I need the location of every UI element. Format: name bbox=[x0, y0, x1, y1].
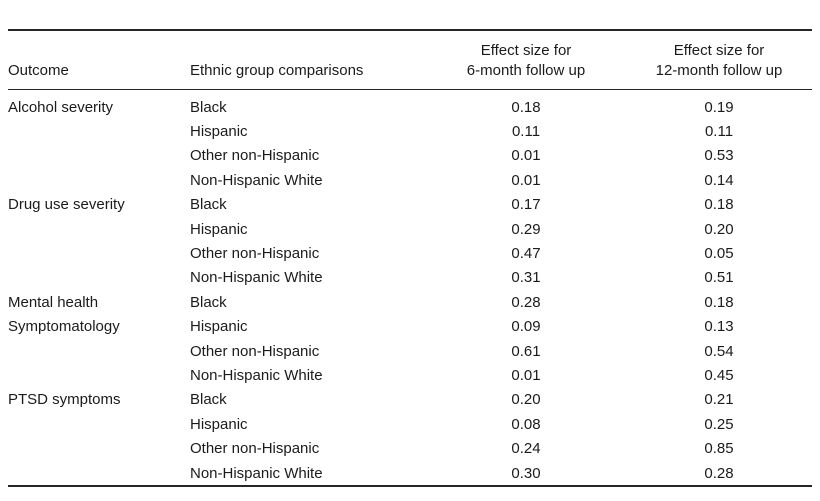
cell-outcome bbox=[8, 266, 190, 290]
cell-effect-12mo: 0.54 bbox=[704, 342, 734, 360]
table-row: Alcohol severity Black 0.18 0.19 bbox=[8, 90, 812, 120]
cell-outcome bbox=[8, 144, 190, 168]
cell-ethnic-group: Non-Hispanic White bbox=[190, 171, 323, 189]
cell-effect-12mo: 0.14 bbox=[704, 171, 734, 189]
cell-ethnic-group: Other non-Hispanic bbox=[190, 147, 320, 165]
cell-outcome bbox=[8, 168, 190, 192]
cell-outcome bbox=[8, 436, 190, 460]
table-header: Outcome Ethnic group comparisons Effect … bbox=[8, 30, 812, 90]
cell-outcome bbox=[8, 119, 190, 143]
cell-effect-6mo: 0.09 bbox=[511, 318, 541, 336]
table-row: Hispanic 0.11 0.11 bbox=[8, 119, 812, 143]
table-row: Other non-Hispanic 0.01 0.53 bbox=[8, 144, 812, 168]
cell-effect-6mo: 0.47 bbox=[511, 245, 541, 263]
effect-size-table: Outcome Ethnic group comparisons Effect … bbox=[8, 29, 812, 488]
cell-effect-12mo: 0.85 bbox=[704, 440, 734, 458]
table-row: PTSD symptoms Black 0.20 0.21 bbox=[8, 388, 812, 412]
col-header-ethnic-group: Ethnic group comparisons bbox=[190, 30, 426, 90]
cell-outcome: Symptomatology bbox=[8, 318, 120, 336]
cell-outcome: Alcohol severity bbox=[8, 98, 114, 116]
cell-ethnic-group: Black bbox=[190, 196, 227, 214]
cell-effect-12mo: 0.18 bbox=[704, 293, 734, 311]
table-row: Other non-Hispanic 0.24 0.85 bbox=[8, 436, 812, 460]
cell-outcome bbox=[8, 217, 190, 241]
cell-effect-6mo: 0.08 bbox=[511, 415, 541, 433]
cell-effect-12mo: 0.51 bbox=[704, 269, 734, 287]
cell-effect-12mo: 0.19 bbox=[704, 98, 734, 116]
cell-effect-6mo: 0.28 bbox=[511, 293, 541, 311]
cell-outcome bbox=[8, 461, 190, 486]
cell-outcome: PTSD symptoms bbox=[8, 391, 121, 409]
cell-effect-6mo: 0.01 bbox=[511, 171, 541, 189]
table-row: Non-Hispanic White 0.31 0.51 bbox=[8, 266, 812, 290]
header-row: Outcome Ethnic group comparisons Effect … bbox=[8, 30, 812, 90]
cell-effect-6mo: 0.01 bbox=[511, 147, 541, 165]
col-header-outcome: Outcome bbox=[8, 30, 190, 90]
cell-ethnic-group: Hispanic bbox=[190, 123, 248, 141]
cell-ethnic-group: Non-Hispanic White bbox=[190, 366, 323, 384]
cell-effect-12mo: 0.28 bbox=[704, 464, 734, 482]
table-row: Other non-Hispanic 0.61 0.54 bbox=[8, 339, 812, 363]
cell-effect-12mo: 0.18 bbox=[704, 196, 734, 214]
cell-outcome bbox=[8, 241, 190, 265]
cell-effect-12mo: 0.21 bbox=[704, 391, 734, 409]
cell-effect-6mo: 0.17 bbox=[511, 196, 541, 214]
table-row: Hispanic 0.08 0.25 bbox=[8, 412, 812, 436]
table-body: Alcohol severity Black 0.18 0.19 Hispani… bbox=[8, 90, 812, 487]
cell-effect-12mo: 0.53 bbox=[704, 147, 734, 165]
cell-outcome bbox=[8, 339, 190, 363]
cell-ethnic-group: Hispanic bbox=[190, 415, 248, 433]
cell-effect-12mo: 0.25 bbox=[704, 415, 734, 433]
cell-effect-6mo: 0.18 bbox=[511, 98, 541, 116]
cell-effect-6mo: 0.29 bbox=[511, 220, 541, 238]
cell-effect-6mo: 0.20 bbox=[511, 391, 541, 409]
cell-outcome bbox=[8, 363, 190, 387]
table-row: Non-Hispanic White 0.01 0.14 bbox=[8, 168, 812, 192]
table-row: Symptomatology Hispanic 0.09 0.13 bbox=[8, 315, 812, 339]
table-row: Non-Hispanic White 0.30 0.28 bbox=[8, 461, 812, 486]
table-row: Hispanic 0.29 0.20 bbox=[8, 217, 812, 241]
table-row: Non-Hispanic White 0.01 0.45 bbox=[8, 363, 812, 387]
table-row: Drug use severity Black 0.17 0.18 bbox=[8, 193, 812, 217]
cell-effect-6mo: 0.30 bbox=[511, 464, 541, 482]
col-header-effect-12mo: Effect size for 12-month follow up bbox=[626, 30, 812, 90]
cell-ethnic-group: Hispanic bbox=[190, 318, 248, 336]
cell-effect-6mo: 0.11 bbox=[511, 123, 541, 141]
cell-outcome: Drug use severity bbox=[8, 196, 125, 214]
cell-ethnic-group: Black bbox=[190, 98, 227, 116]
col-header-effect-6mo: Effect size for 6-month follow up bbox=[426, 30, 626, 90]
cell-effect-12mo: 0.20 bbox=[704, 220, 734, 238]
cell-ethnic-group: Other non-Hispanic bbox=[190, 440, 320, 458]
table-row: Other non-Hispanic 0.47 0.05 bbox=[8, 241, 812, 265]
table-row: Mental health Black 0.28 0.18 bbox=[8, 290, 812, 314]
cell-effect-6mo: 0.24 bbox=[511, 440, 541, 458]
cell-ethnic-group: Black bbox=[190, 391, 227, 409]
cell-outcome: Mental health bbox=[8, 293, 99, 311]
cell-ethnic-group: Hispanic bbox=[190, 220, 248, 238]
cell-effect-6mo: 0.01 bbox=[511, 366, 541, 384]
cell-effect-12mo: 0.11 bbox=[704, 123, 734, 141]
cell-outcome bbox=[8, 412, 190, 436]
cell-ethnic-group: Non-Hispanic White bbox=[190, 269, 323, 287]
cell-effect-6mo: 0.31 bbox=[511, 269, 541, 287]
cell-effect-12mo: 0.05 bbox=[704, 245, 734, 263]
cell-ethnic-group: Other non-Hispanic bbox=[190, 245, 320, 263]
cell-ethnic-group: Black bbox=[190, 293, 227, 311]
cell-effect-12mo: 0.45 bbox=[704, 366, 734, 384]
cell-ethnic-group: Non-Hispanic White bbox=[190, 464, 323, 482]
cell-effect-6mo: 0.61 bbox=[511, 342, 541, 360]
cell-ethnic-group: Other non-Hispanic bbox=[190, 342, 320, 360]
cell-effect-12mo: 0.13 bbox=[704, 318, 734, 336]
